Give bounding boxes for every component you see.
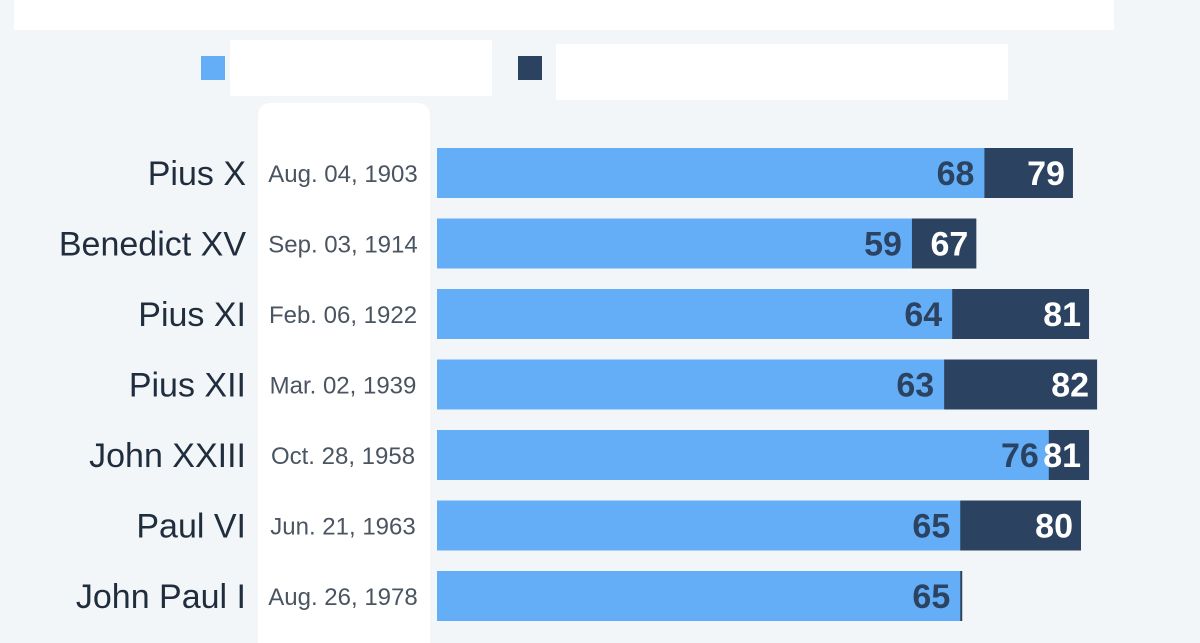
pope-name-label: Paul VI (136, 508, 246, 546)
election-date-label: Jun. 21, 1963 (270, 514, 415, 541)
bar-age-at-election (437, 359, 945, 410)
election-date-label: Aug. 26, 1978 (268, 584, 417, 611)
value-label-death: 81 (1043, 296, 1081, 334)
election-date-label: Mar. 02, 1939 (270, 373, 417, 400)
pope-name-label: Benedict XV (59, 226, 246, 264)
value-label-election: 64 (904, 296, 942, 334)
pope-name-label: Pius X (148, 155, 246, 193)
value-label-death: 81 (1043, 437, 1081, 475)
pope-name-label: Pius XI (138, 296, 246, 334)
election-date-label: Oct. 28, 1958 (271, 443, 415, 470)
value-label-election: 59 (864, 226, 902, 264)
pope-name-label: Pius XII (129, 367, 246, 405)
header-banner (14, 0, 1114, 30)
bar-age-at-election (437, 430, 1049, 480)
bar-age-at-election (437, 289, 953, 339)
pope-name-label: John XXIII (89, 437, 246, 475)
bar-chart: Pius X Aug. 04, 1903 68 79 Benedict XV Sep. 0… (59, 148, 1098, 621)
value-label-election: 65 (912, 508, 950, 546)
value-label-election: 76 (1001, 437, 1039, 475)
legend-label-election (230, 40, 492, 96)
election-date-label: Feb. 06, 1922 (269, 302, 417, 329)
value-label-election: 63 (896, 367, 934, 405)
value-label-death: 67 (931, 226, 969, 264)
bar-age-at-election (437, 218, 912, 269)
election-date-label: Sep. 03, 1914 (268, 232, 417, 259)
value-label-death: 79 (1027, 155, 1065, 193)
bar-age-at-election (437, 500, 961, 551)
value-label-death: 80 (1035, 508, 1073, 546)
value-label-election: 68 (937, 155, 975, 193)
bar-age-at-election (437, 571, 961, 621)
legend-label-death (556, 44, 1008, 100)
bar-age-at-election (437, 148, 985, 198)
legend-swatch-death (518, 56, 542, 80)
value-label-death: 82 (1051, 367, 1089, 405)
value-label-election: 65 (912, 578, 950, 616)
date-column-panel (258, 103, 430, 643)
pope-name-label: John Paul I (76, 578, 246, 616)
legend-swatch-election (201, 56, 225, 80)
election-date-label: Aug. 04, 1903 (268, 161, 417, 188)
